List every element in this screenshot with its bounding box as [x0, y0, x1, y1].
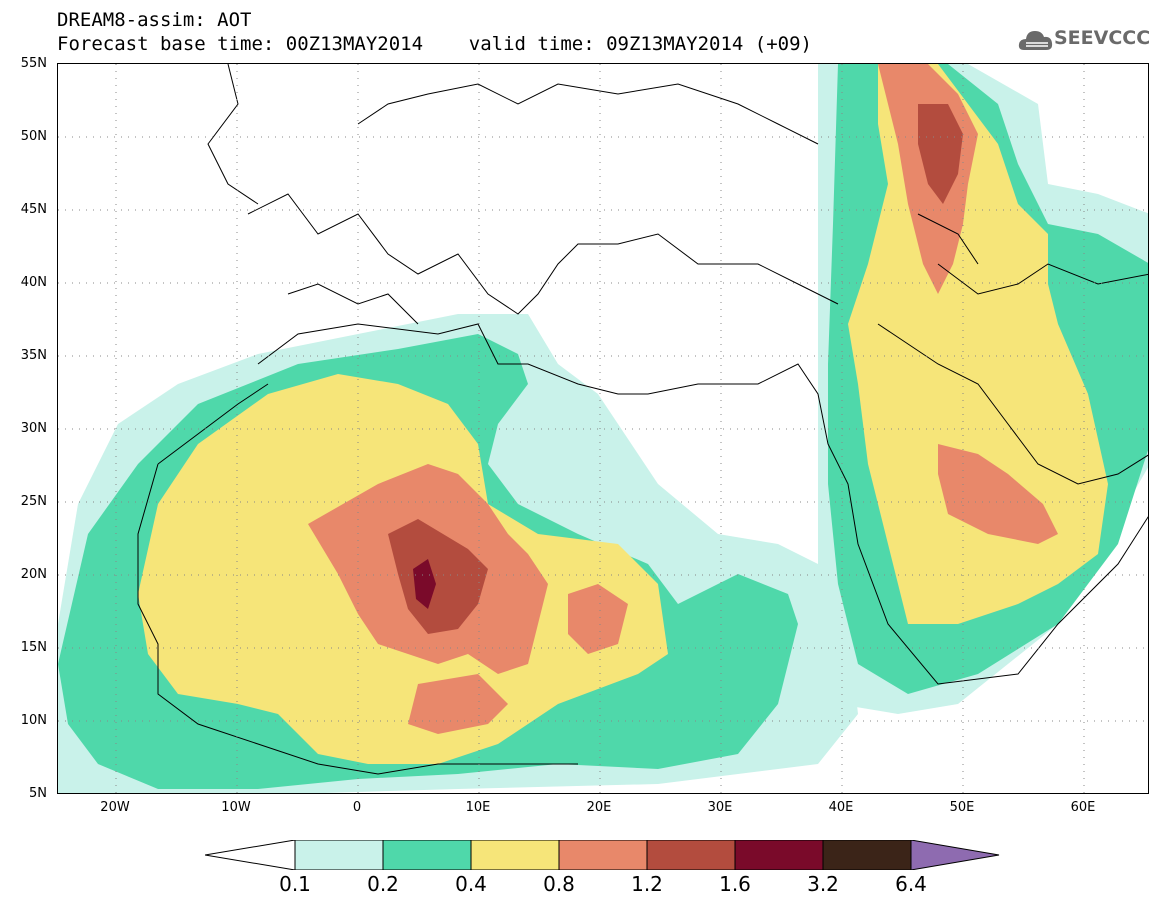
aot-map: [58, 64, 1148, 793]
colorbar-label: 3.2: [807, 872, 839, 896]
colorbar-segment: [822, 840, 912, 870]
lon-label: 20E: [586, 800, 612, 815]
logo-text: SEEVCCC: [1054, 27, 1151, 49]
colorbar-segment: [734, 840, 824, 870]
lon-label: 40E: [828, 800, 854, 815]
coastlines: [137, 64, 1148, 775]
lon-label: 30E: [707, 800, 733, 815]
lat-label: 50N: [20, 129, 47, 144]
colorbar-segment: [558, 840, 648, 870]
chart-title: DREAM8-assim: AOT: [57, 9, 252, 31]
lon-label: 50E: [949, 800, 975, 815]
colorbar-segment: [294, 840, 384, 870]
map-plot-area: [57, 63, 1149, 794]
colorbar-segment: [205, 840, 296, 870]
colorbar-segment: [470, 840, 560, 870]
cloud-icon: [1018, 31, 1053, 50]
colorbar-segment: [910, 840, 1000, 870]
colorbar-label: 1.2: [631, 872, 663, 896]
colorbar-label: 0.2: [367, 872, 399, 896]
colorbar-label: 1.6: [719, 872, 751, 896]
lat-label: 35N: [20, 348, 47, 363]
aot-field-1.6: [413, 559, 436, 609]
lon-label: 10E: [465, 800, 491, 815]
lat-label: 55N: [20, 56, 47, 71]
graticule: [58, 64, 1148, 793]
lat-label: 20N: [20, 567, 47, 582]
lat-label: 45N: [20, 202, 47, 217]
lon-label: 10W: [221, 800, 251, 815]
colorbar-label: 0.8: [543, 872, 575, 896]
aot-field-1.2: [388, 104, 963, 634]
lat-label: 25N: [20, 494, 47, 509]
lon-label: 0: [352, 800, 362, 815]
colorbar-segment: [382, 840, 472, 870]
colorbar-label: 0.1: [279, 872, 311, 896]
lat-label: 15N: [20, 640, 47, 655]
colorbar: [205, 840, 1000, 870]
colorbar-segment: [646, 840, 736, 870]
lat-label: 30N: [20, 421, 47, 436]
colorbar-label: 6.4: [895, 872, 927, 896]
forecast-time-subtitle: Forecast base time: 00Z13MAY2014 valid t…: [57, 33, 812, 55]
lat-label: 10N: [20, 713, 47, 728]
lat-label: 40N: [20, 275, 47, 290]
lat-label: 5N: [29, 786, 47, 801]
colorbar-label: 0.4: [455, 872, 487, 896]
lon-label: 20W: [100, 800, 130, 815]
lon-label: 60E: [1070, 800, 1096, 815]
